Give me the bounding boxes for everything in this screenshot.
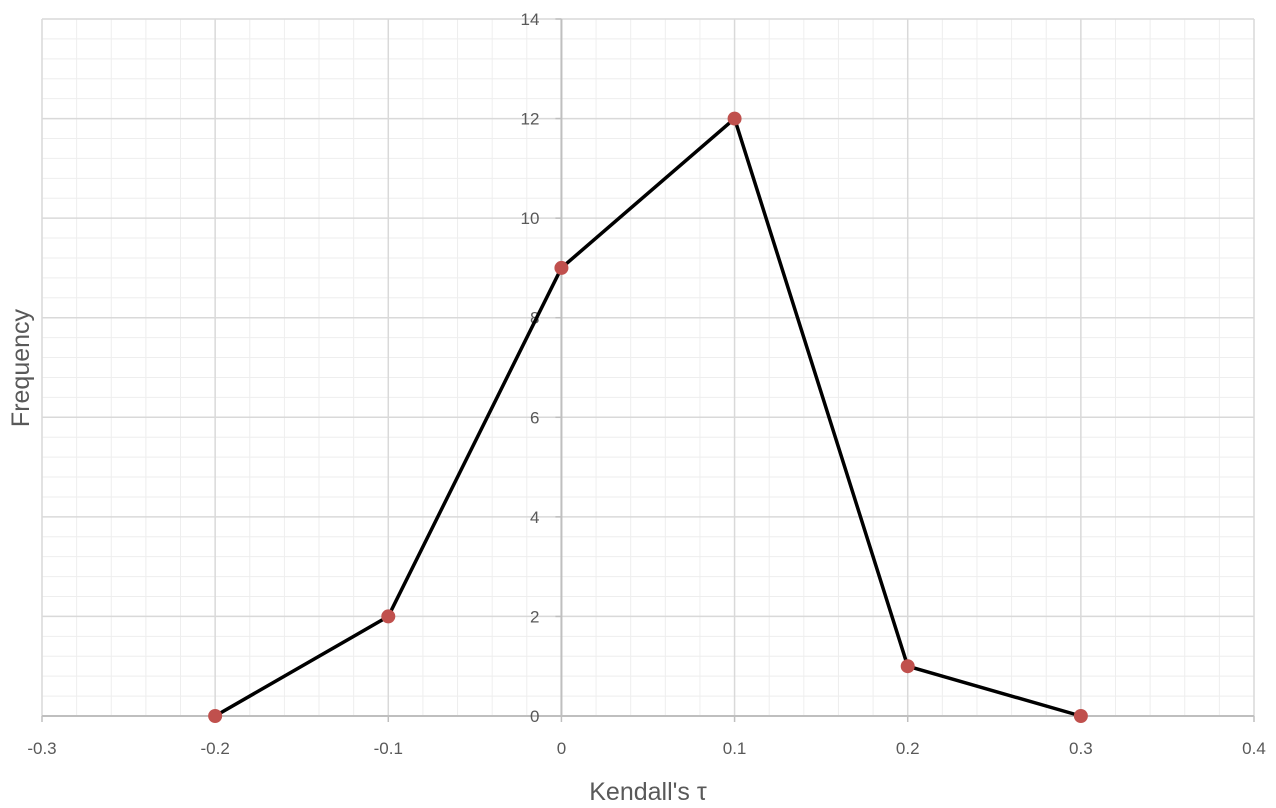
data-series [208,111,1088,723]
data-point-marker [208,709,223,723]
y-tick-label: 2 [530,607,539,626]
x-tick-label: 0 [557,739,566,758]
x-tick-label: 0.1 [723,739,747,758]
y-tick-label: 0 [530,707,539,726]
x-tick-label: 0.2 [896,739,920,758]
y-tick-label: 12 [521,110,540,129]
data-point-marker [1073,709,1088,723]
data-point-marker [900,659,915,674]
y-tick-label: 6 [530,408,539,427]
data-point-marker [554,260,569,275]
minor-gridlines [42,19,1254,716]
axes [41,18,1255,722]
y-tick-label: 14 [521,10,540,29]
x-tick-label: -0.1 [374,739,403,758]
x-tick-label: -0.3 [27,739,56,758]
y-axis-title: Frequency [7,308,35,427]
series-line [214,116,1082,718]
data-point-marker [727,111,742,126]
x-tick-label: 0.4 [1242,739,1266,758]
x-tick-label: 0.3 [1069,739,1093,758]
y-tick-label: 10 [521,209,540,228]
data-point-marker [381,609,396,624]
x-axis-title: Kendall's τ [589,778,707,806]
x-tick-label: -0.2 [200,739,229,758]
y-tick-label: 4 [530,508,539,527]
